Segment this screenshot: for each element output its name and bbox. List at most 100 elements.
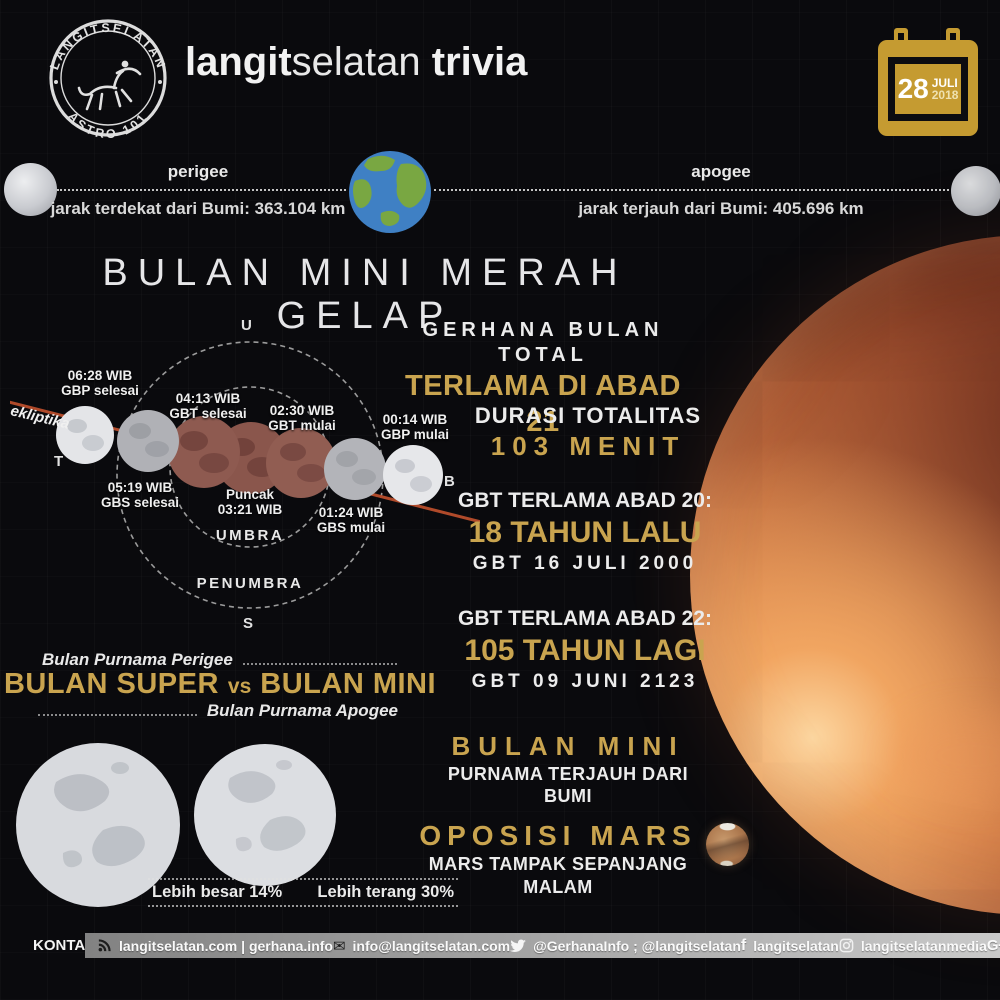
red-moon-light-patch bbox=[894, 711, 1000, 801]
eclipse-moon-gbt-selesai bbox=[168, 416, 240, 488]
footer-contact-bar: langitselatan.com | gerhana.info ✉ info@… bbox=[85, 933, 1000, 958]
super-moon bbox=[16, 743, 180, 907]
langitselatan-logo-stamp: LANGITSELATAN ASTRO 101 bbox=[47, 19, 169, 140]
eclipse-event-gbp-mulai: 00:14 WIB GBP mulai bbox=[380, 412, 450, 443]
eclipse-event-gbt-mulai: 02:30 WIB GBT mulai bbox=[268, 403, 336, 434]
century22-date: GBT 09 JUNI 2123 bbox=[471, 670, 699, 692]
century22-label: GBT TERLAMA ABAD 22: bbox=[458, 607, 712, 630]
calendar-year: 2018 bbox=[931, 88, 959, 102]
footer-contact-text: langitselatanmedia bbox=[860, 937, 987, 954]
century22-block: GBT TERLAMA ABAD 22: 105 TAHUN LAGI GBT … bbox=[440, 606, 730, 694]
footer-contact-text: langitselatan bbox=[753, 937, 839, 954]
brand-title: langitselatan trivia bbox=[185, 40, 527, 85]
footer-contact-email[interactable]: ✉ info@langitselatan.com bbox=[333, 937, 510, 955]
orbit-dotted-line-right bbox=[434, 189, 949, 191]
calendar-icon: 28 JULI 2018 bbox=[878, 26, 978, 140]
brand-light: selatan bbox=[291, 40, 421, 84]
century22-value: 105 TAHUN LAGI bbox=[464, 634, 706, 668]
perigee-distance: jarak terdekat dari Bumi: 363.104 km bbox=[50, 199, 346, 218]
comparison-title: BULAN SUPER vs BULAN MINI bbox=[4, 668, 436, 701]
headline-block: GERHANA BULAN TOTAL TERLAMA DI ABAD 21 bbox=[398, 318, 688, 441]
perigee-caption-row: Bulan Purnama Perigee bbox=[42, 650, 397, 670]
instagram-icon bbox=[839, 938, 854, 953]
logo-arc-top-text: LANGITSELATAN bbox=[47, 21, 166, 72]
apogee-label: apogee bbox=[691, 162, 751, 181]
mini-moon-block: BULAN MINI PURNAMA TERJAUH DARI BUMI bbox=[423, 730, 713, 808]
century20-block: GBT TERLAMA ABAD 20: 18 TAHUN LALU GBT 1… bbox=[440, 488, 730, 576]
comparison-title-left: BULAN SUPER bbox=[3, 668, 219, 700]
duration-block: DURASI TOTALITAS 103 MENIT bbox=[443, 402, 733, 462]
perigee-moon bbox=[4, 163, 57, 216]
svg-text:LANGITSELATAN: LANGITSELATAN bbox=[47, 21, 169, 72]
eclipse-event-gbt-selesai: 04:13 WIB GBT selesai bbox=[169, 391, 247, 422]
mini-moon bbox=[194, 744, 336, 886]
orbit-dotted-line-left bbox=[57, 189, 346, 191]
cardinal-north: U bbox=[241, 317, 252, 334]
headline-main: TERLAMA DI ABAD 21 bbox=[405, 370, 681, 439]
eclipse-event-gbs-selesai: 05:19 WIB GBS selesai bbox=[100, 480, 180, 511]
facebook-icon: f bbox=[740, 936, 747, 954]
bigger-stat: Lebih besar 14% bbox=[152, 883, 283, 901]
mars-opposition-block: OPOSISI MARS MARS TAMPAK SEPANJANG MALAM bbox=[413, 818, 703, 898]
email-icon: ✉ bbox=[332, 937, 346, 955]
twitter-icon bbox=[510, 939, 527, 952]
comparison-stats: Lebih besar 14% Lebih terang 30% bbox=[148, 878, 458, 907]
cardinal-west: B bbox=[444, 473, 455, 490]
eclipse-moon-gbp-selesai bbox=[56, 406, 114, 464]
footer-contact-text: @GerhanaInfo ; @langitselatan bbox=[533, 937, 741, 954]
umbra-label: UMBRA bbox=[215, 527, 285, 544]
mars-opposition-title: OPOSISI MARS bbox=[419, 820, 697, 851]
apogee-caption: Bulan Purnama Apogee bbox=[206, 701, 398, 720]
calendar-day: 28 bbox=[897, 73, 929, 104]
brighter-stat: Lebih terang 30% bbox=[317, 883, 454, 901]
footer-contact-text: langitselatan.com | gerhana.info bbox=[119, 937, 333, 954]
mars-opposition-subtitle: MARS TAMPAK SEPANJANG MALAM bbox=[428, 854, 688, 897]
page-title: BULAN MINI MERAH GELAP bbox=[102, 252, 628, 337]
apogee-caption-row: Bulan Purnama Apogee bbox=[38, 701, 398, 721]
rss-icon bbox=[98, 939, 111, 952]
cardinal-east: T bbox=[54, 453, 64, 470]
eclipse-event-puncak: Puncak 03:21 WIB bbox=[217, 487, 283, 518]
century20-date: GBT 16 JULI 2000 bbox=[472, 552, 698, 574]
penumbra-label: PENUMBRA bbox=[196, 575, 304, 592]
footer-contact-web[interactable]: langitselatan.com | gerhana.info bbox=[97, 938, 333, 954]
eclipse-moon-gbs-selesai bbox=[117, 410, 179, 472]
red-moon-photo bbox=[690, 235, 1000, 915]
gplus-icon: G+ bbox=[986, 937, 1000, 954]
moon-comparison-graphic bbox=[16, 743, 336, 907]
eclipse-moon-gbs-mulai bbox=[324, 438, 386, 500]
earth-icon bbox=[349, 151, 431, 233]
kontak-label: KONTAK: bbox=[33, 937, 102, 954]
calendar-month: JULI bbox=[931, 76, 958, 90]
footer-contact-text: info@langitselatan.com bbox=[352, 937, 511, 954]
perigee-caption: Bulan Purnama Perigee bbox=[42, 650, 233, 669]
eclipse-diagram: U T B S ekliptika 06:28 WIB GBP selesai 0… bbox=[9, 315, 480, 645]
mars-photo bbox=[706, 823, 749, 866]
calendar-panel: 28 JULI 2018 bbox=[895, 64, 961, 114]
perigee-label: perigee bbox=[167, 162, 229, 181]
eclipse-moon-gbp-mulai bbox=[383, 445, 443, 505]
comparison-title-vs: vs bbox=[227, 675, 252, 698]
eclipse-event-gbs-mulai: 01:24 WIB GBS mulai bbox=[316, 505, 386, 536]
century20-value: 18 TAHUN LALU bbox=[468, 516, 702, 550]
duration-value: 103 MENIT bbox=[490, 430, 686, 461]
footer-contact-facebook[interactable]: f langitselatan bbox=[741, 937, 839, 955]
eclipse-event-gbp-selesai: 06:28 WIB GBP selesai bbox=[61, 368, 139, 399]
footer-contact-gplus[interactable]: G+ LangitselatanMedia bbox=[987, 937, 1000, 954]
cardinal-south: S bbox=[243, 615, 254, 632]
mini-moon-subtitle: PURNAMA TERJAUH DARI BUMI bbox=[447, 763, 689, 807]
century20-label: GBT TERLAMA ABAD 20: bbox=[458, 489, 712, 512]
eclipse-diagram-svg bbox=[10, 341, 480, 609]
mini-moon-title: BULAN MINI bbox=[451, 731, 685, 761]
centaur-archer-figure bbox=[77, 60, 142, 111]
duration-label: DURASI TOTALITAS bbox=[474, 403, 702, 428]
apogee-moon bbox=[951, 166, 1000, 216]
brand-bold: langit bbox=[185, 40, 292, 84]
brand-suffix: trivia bbox=[420, 40, 528, 84]
footer-contact-twitter[interactable]: @GerhanaInfo ; @langitselatan bbox=[510, 938, 741, 954]
eclipse-moon-gbt-mulai bbox=[266, 428, 336, 498]
footer-contact-instagram[interactable]: langitselatanmedia bbox=[839, 938, 987, 954]
apogee-distance: jarak terjauh dari Bumi: 405.696 km bbox=[578, 199, 864, 218]
headline-top: GERHANA BULAN TOTAL bbox=[422, 319, 664, 366]
